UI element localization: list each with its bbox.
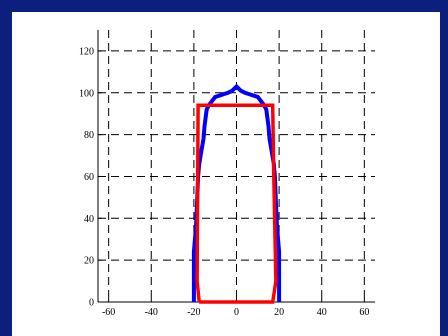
y-tick-label: 80 [84,130,94,141]
y-tick-label: 20 [84,256,94,267]
chart: -60 -40 -20 0 20 40 60 0 20 40 60 80 100 120 [79,30,375,318]
x-tick-label: 0 [234,307,239,318]
x-tick-label: 60 [359,307,369,318]
x-tick-label: -60 [102,307,115,318]
plot-panel: -60 -40 -20 0 20 40 60 0 20 40 60 80 100 120 [12,12,440,336]
tick-labels: -60 -40 -20 0 20 40 60 0 20 40 60 80 100 120 [79,46,369,318]
y-tick-label: 40 [84,214,94,225]
y-tick-label: 60 [84,172,94,183]
x-tick-label: 40 [317,307,327,318]
x-tick-label: -40 [145,307,158,318]
series-red-line [195,103,278,304]
series [191,83,282,304]
y-tick-label: 100 [79,88,94,99]
y-tick-label: 0 [89,298,94,309]
grid [98,30,375,302]
x-tick-label: -20 [187,307,200,318]
x-tick-label: 20 [274,307,284,318]
y-tick-label: 120 [79,46,94,57]
